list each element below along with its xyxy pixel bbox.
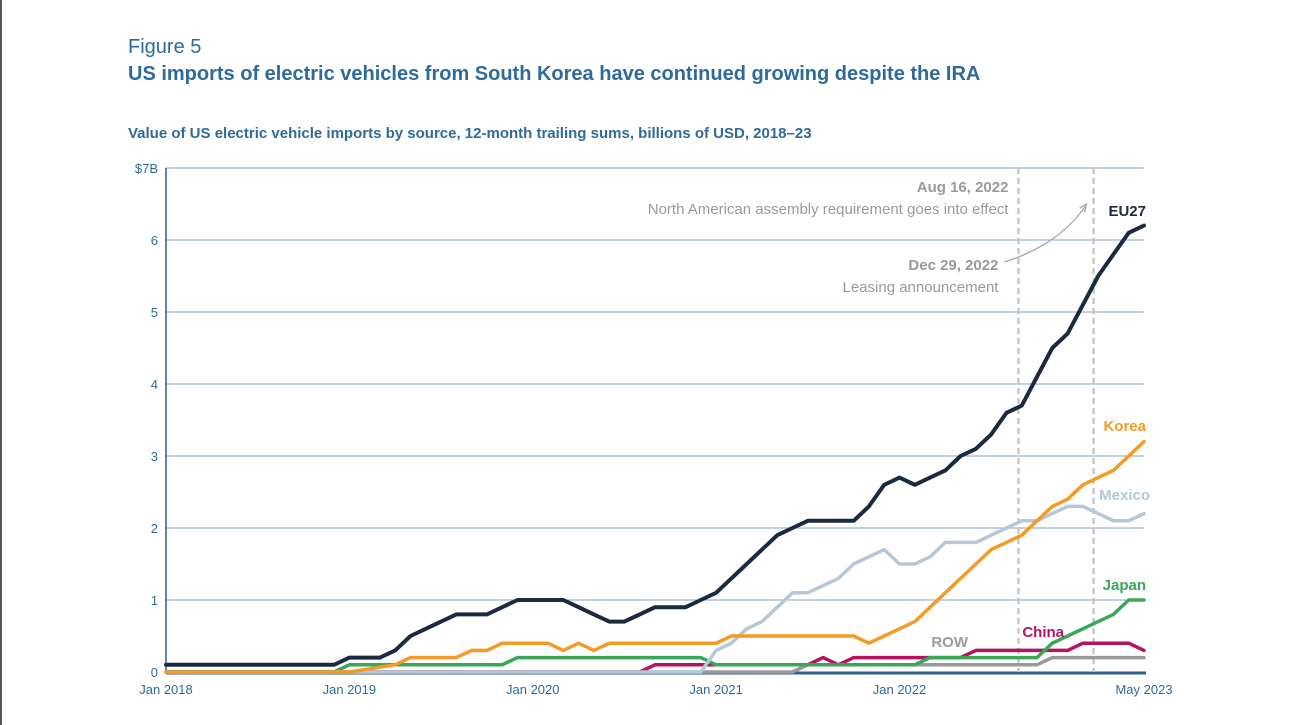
chart-title: US imports of electric vehicles from Sou… <box>128 63 981 85</box>
x-tick-label: Jan 2020 <box>506 682 560 697</box>
series-label-row: ROW <box>931 634 969 651</box>
series-label-japan: Japan <box>1103 577 1146 594</box>
annotation-text: Leasing announcement <box>843 279 1000 296</box>
series-line-korea <box>164 439 1146 674</box>
figure-label: Figure 5 <box>128 36 202 58</box>
y-tick-label: 1 <box>151 593 158 608</box>
series-label-china: China <box>1022 624 1064 641</box>
series-lines <box>164 223 1146 674</box>
x-tick-label: Jan 2021 <box>689 682 743 697</box>
chart-subtitle: Value of US electric vehicle imports by … <box>128 125 812 142</box>
annotation-arrow <box>1004 205 1087 263</box>
page-edge <box>0 0 2 725</box>
series-line-eu27 <box>164 223 1146 667</box>
annotation-title: Dec 29, 2022 <box>908 257 998 274</box>
y-tick-label: 5 <box>151 305 158 320</box>
series-line-japan <box>164 598 1146 674</box>
y-axis-ticks: 0 1 2 3 4 5 6 $7B <box>135 161 158 680</box>
x-axis-ticks: Jan 2018 Jan 2019 Jan 2020 Jan 2021 Jan 2022… <box>139 682 1172 697</box>
series-labels: EU27 Korea Mexico Japan China ROW <box>931 203 1150 651</box>
series-label-eu27: EU27 <box>1108 203 1146 220</box>
y-tick-label: 4 <box>151 377 158 392</box>
series-line-mexico <box>164 504 1146 674</box>
x-tick-label: May 2023 <box>1115 682 1172 697</box>
y-tick-label: 2 <box>151 521 158 536</box>
y-tick-label: 3 <box>151 449 158 464</box>
x-tick-label: Jan 2019 <box>323 682 377 697</box>
series-label-korea: Korea <box>1103 418 1146 435</box>
series-label-mexico: Mexico <box>1099 487 1150 504</box>
x-tick-label: Jan 2018 <box>139 682 193 697</box>
annotation-text: North American assembly requirement goes… <box>648 201 1010 218</box>
annotation-arrowhead <box>1079 202 1088 213</box>
x-tick-label: Jan 2022 <box>873 682 927 697</box>
annotations: Aug 16, 2022 North American assembly requ… <box>648 168 1095 672</box>
y-tick-label: 6 <box>151 233 158 248</box>
annotation-title: Aug 16, 2022 <box>917 179 1009 196</box>
series-line-china <box>164 641 1146 674</box>
y-tick-label: 0 <box>151 665 158 680</box>
y-tick-label: $7B <box>135 161 158 176</box>
